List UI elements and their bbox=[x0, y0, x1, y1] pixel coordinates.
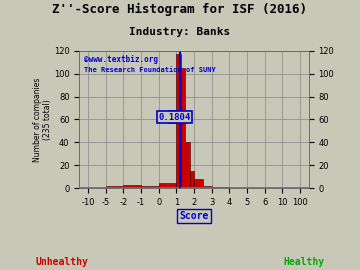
Bar bbox=[185, 142, 190, 188]
Bar bbox=[190, 171, 194, 188]
Text: Unhealthy: Unhealthy bbox=[36, 257, 89, 267]
Bar bbox=[141, 186, 159, 188]
Bar bbox=[159, 184, 176, 188]
Text: Healthy: Healthy bbox=[283, 257, 324, 267]
Text: Z''-Score Histogram for ISF (2016): Z''-Score Histogram for ISF (2016) bbox=[53, 3, 307, 16]
Bar bbox=[176, 54, 181, 188]
Text: Industry: Banks: Industry: Banks bbox=[129, 27, 231, 37]
Y-axis label: Number of companies
(235 total): Number of companies (235 total) bbox=[33, 77, 53, 162]
Bar bbox=[194, 179, 203, 188]
Bar bbox=[181, 68, 185, 188]
Bar bbox=[123, 185, 141, 188]
Bar bbox=[203, 186, 212, 188]
Bar bbox=[212, 187, 229, 188]
Text: The Research Foundation of SUNY: The Research Foundation of SUNY bbox=[84, 67, 216, 73]
Text: ©www.textbiz.org: ©www.textbiz.org bbox=[84, 55, 158, 64]
Text: Score: Score bbox=[179, 211, 209, 221]
Text: 0.1804: 0.1804 bbox=[158, 113, 191, 122]
Bar bbox=[106, 186, 123, 188]
